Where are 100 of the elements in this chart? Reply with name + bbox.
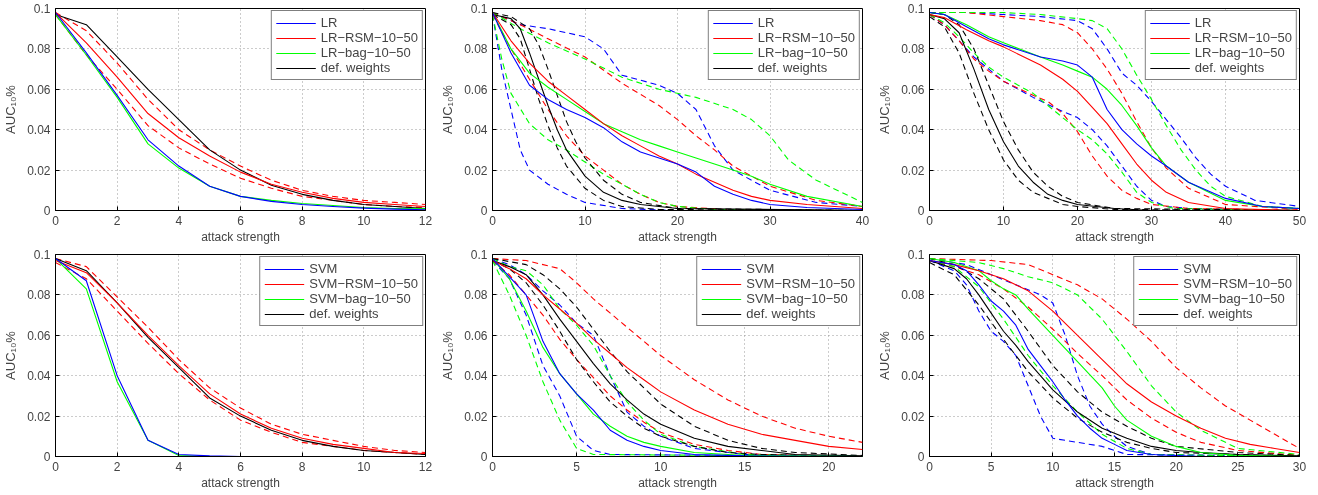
x-tick-label: 5	[987, 459, 995, 474]
legend-label: LR	[757, 15, 776, 30]
y-axis-title: AUC₁₀%	[440, 84, 456, 134]
x-axis-title: attack strength	[638, 229, 717, 244]
y-tick-label: 0.06	[901, 82, 925, 97]
x-tick-label: 10	[996, 213, 1011, 228]
x-axis-title: attack strength	[1075, 229, 1154, 244]
y-axis-title: AUC₁₀%	[877, 84, 893, 134]
x-tick-label: 12	[418, 459, 433, 474]
x-tick-label: 6	[237, 213, 245, 228]
x-tick-label: 10	[357, 213, 371, 228]
y-tick-label: 0.04	[464, 123, 488, 138]
x-tick-label: 40	[1218, 213, 1233, 228]
y-tick-label: 0.1	[33, 2, 51, 16]
y-tick-label: 0.1	[470, 2, 488, 16]
x-axis-title: attack strength	[1075, 475, 1154, 490]
x-tick-label: 20	[1070, 213, 1085, 228]
legend-label: SVM−RSM−10−50	[309, 276, 418, 291]
legend-label: LR−bag−10−50	[1194, 45, 1285, 60]
y-axis-title: AUC₁₀%	[3, 330, 19, 380]
y-tick-label: 0	[43, 204, 51, 218]
x-tick-label: 30	[1144, 213, 1159, 228]
x-axis-title: attack strength	[201, 475, 280, 490]
y-tick-label: 0.04	[901, 369, 925, 384]
y-tick-label: 0	[917, 204, 925, 218]
y-tick-label: 0.04	[464, 369, 488, 384]
x-tick-label: 2	[113, 459, 121, 474]
y-tick-label: 0	[43, 450, 51, 464]
x-tick-label: 20	[822, 459, 836, 474]
y-tick-label: 0.08	[464, 288, 488, 303]
y-tick-label: 0.06	[27, 82, 51, 97]
x-tick-label: 4	[175, 459, 183, 474]
y-tick-label: 0.1	[33, 248, 51, 262]
y-tick-label: 0.02	[901, 409, 925, 424]
x-tick-label: 25	[1231, 459, 1245, 474]
y-tick-label: 0.02	[464, 409, 488, 424]
legend-label: def. weights	[320, 60, 391, 75]
y-tick-label: 0.02	[464, 163, 488, 178]
x-tick-label: 30	[763, 213, 777, 228]
y-tick-label: 0.06	[464, 82, 488, 97]
y-tick-label: 0	[917, 450, 925, 464]
legend-label: LR−bag−10−50	[320, 45, 411, 60]
legend-label: SVM−bag−10−50	[746, 291, 848, 306]
x-tick-label: 50	[1292, 213, 1307, 228]
y-tick-label: 0.02	[901, 163, 925, 178]
y-tick-label: 0.08	[901, 288, 925, 303]
legend-label: SVM	[1183, 261, 1212, 276]
y-tick-label: 0.06	[464, 328, 488, 343]
y-axis-title: AUC₁₀%	[877, 330, 893, 380]
x-tick-label: 4	[175, 213, 183, 228]
y-axis-title: AUC₁₀%	[3, 84, 19, 134]
legend-label: def. weights	[1183, 306, 1253, 321]
y-tick-label: 0.08	[901, 42, 925, 57]
x-tick-label: 20	[670, 213, 685, 228]
legend-label: SVM−RSM−10−50	[746, 276, 855, 291]
x-tick-label: 15	[1107, 459, 1122, 474]
x-axis-title: attack strength	[638, 475, 717, 490]
y-tick-label: 0.04	[27, 123, 51, 138]
legend-label: def. weights	[746, 306, 816, 321]
legend-label: def. weights	[309, 306, 379, 321]
y-axis-title: AUC₁₀%	[440, 330, 456, 380]
x-tick-label: 10	[1046, 459, 1060, 474]
legend-label: SVM−bag−10−50	[1183, 291, 1285, 306]
y-tick-label: 0.1	[470, 248, 488, 262]
legend-label: LR	[320, 15, 339, 30]
legend-label: LR−RSM−10−50	[757, 30, 855, 45]
y-tick-label: 0.02	[27, 163, 51, 178]
legend-label: LR−bag−10−50	[757, 45, 848, 60]
x-tick-label: 10	[357, 459, 371, 474]
y-tick-label: 0	[480, 450, 488, 464]
legend-label: SVM	[309, 261, 338, 276]
legend-label: SVM	[746, 261, 775, 276]
y-tick-label: 0.08	[27, 288, 51, 303]
x-tick-label: 6	[237, 459, 245, 474]
y-tick-label: 0.04	[27, 369, 51, 384]
legend-label: def. weights	[757, 60, 828, 75]
legend-label: LR	[1194, 15, 1213, 30]
y-tick-label: 0.08	[464, 42, 488, 57]
y-tick-label: 0.08	[27, 42, 51, 57]
y-tick-label: 0.04	[901, 123, 925, 138]
legend-label: LR−RSM−10−50	[320, 30, 418, 45]
x-tick-label: 2	[113, 213, 121, 228]
legend-label: SVM−RSM−10−50	[1183, 276, 1292, 291]
x-tick-label: 8	[298, 213, 306, 228]
legend-label: def. weights	[1194, 60, 1265, 75]
x-tick-label: 20	[1169, 459, 1184, 474]
x-tick-label: 10	[578, 213, 592, 228]
x-tick-label: 8	[298, 459, 306, 474]
legend-label: SVM−bag−10−50	[309, 291, 411, 306]
y-tick-label: 0.02	[27, 409, 51, 424]
x-tick-label: 12	[418, 213, 433, 228]
y-tick-label: 0	[480, 204, 488, 218]
legend-label: LR−RSM−10−50	[1194, 30, 1292, 45]
x-tick-label: 15	[738, 459, 752, 474]
x-tick-label: 5	[573, 459, 581, 474]
x-tick-label: 30	[1292, 459, 1307, 474]
y-tick-label: 0.06	[901, 328, 925, 343]
y-tick-label: 0.06	[27, 328, 51, 343]
x-tick-label: 10	[654, 459, 668, 474]
y-tick-label: 0.1	[907, 248, 925, 262]
